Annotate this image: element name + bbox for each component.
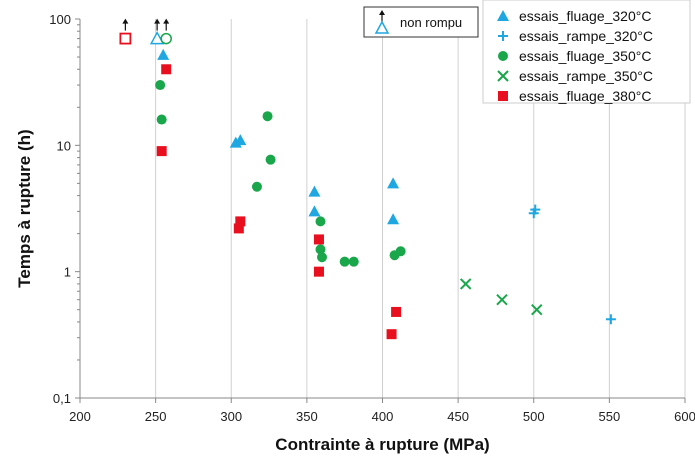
data-point bbox=[395, 246, 406, 257]
data-point bbox=[348, 256, 359, 267]
legend-marker bbox=[497, 10, 509, 21]
unbroken-point bbox=[160, 32, 172, 45]
data-point bbox=[317, 252, 327, 263]
legend-marker bbox=[498, 51, 508, 61]
data-point bbox=[313, 234, 324, 245]
x-tick-label: 300 bbox=[220, 409, 242, 424]
x-tick-label: 200 bbox=[69, 409, 91, 424]
legend-entry: essais_fluage_320°C bbox=[519, 8, 651, 24]
data-point bbox=[251, 181, 262, 192]
series-1 bbox=[528, 204, 616, 325]
data-point bbox=[308, 205, 321, 217]
data-point bbox=[235, 216, 246, 227]
legend-marker bbox=[498, 31, 508, 41]
arrow-head bbox=[154, 18, 161, 24]
data-point bbox=[234, 134, 247, 146]
x-stroke bbox=[459, 278, 472, 290]
x-stroke bbox=[496, 293, 508, 306]
data-point bbox=[233, 223, 244, 234]
data-point bbox=[459, 278, 472, 290]
annotation-label: non rompu bbox=[400, 15, 462, 30]
arrow-head bbox=[379, 10, 385, 15]
data-point bbox=[387, 177, 400, 189]
data-point bbox=[161, 64, 172, 75]
data-point bbox=[315, 216, 326, 227]
data-point bbox=[155, 80, 166, 91]
data-point bbox=[156, 146, 167, 157]
y-tick-label: 1 bbox=[64, 265, 71, 280]
annotation-marker bbox=[374, 20, 390, 34]
data-point bbox=[313, 266, 324, 277]
data-point bbox=[262, 111, 273, 122]
data-point bbox=[308, 185, 321, 197]
x-axis-title: Contrainte à rupture (MPa) bbox=[275, 435, 489, 454]
unbroken-point bbox=[149, 31, 165, 45]
x-tick-label: 550 bbox=[599, 409, 621, 424]
x-tick-label: 600 bbox=[674, 409, 695, 424]
series-2 bbox=[155, 32, 406, 267]
y-tick-label: 100 bbox=[49, 12, 71, 27]
data-point bbox=[315, 244, 326, 255]
legend-entry: essais_fluage_380°C bbox=[519, 88, 651, 104]
x-tick-label: 250 bbox=[145, 409, 167, 424]
data-point bbox=[391, 306, 402, 317]
x-stroke bbox=[497, 70, 509, 82]
y-axis-title: Temps à rupture (h) bbox=[15, 129, 34, 287]
x-stroke bbox=[531, 303, 543, 316]
data-point bbox=[496, 293, 508, 306]
x-tick-label: 500 bbox=[523, 409, 545, 424]
legend-marker bbox=[497, 70, 509, 82]
unbroken-point bbox=[119, 32, 132, 45]
data-point bbox=[339, 256, 350, 267]
series-0 bbox=[149, 31, 400, 225]
data-point bbox=[156, 114, 167, 125]
y-tick-label: 0,1 bbox=[53, 391, 71, 406]
data-point bbox=[530, 204, 541, 215]
x-tick-label: 400 bbox=[372, 409, 394, 424]
legend-marker bbox=[498, 91, 508, 101]
data-point bbox=[157, 48, 170, 60]
x-tick-label: 350 bbox=[296, 409, 318, 424]
series-3 bbox=[459, 278, 543, 316]
unbroken-arrow bbox=[163, 18, 170, 31]
legend-entry: essais_fluage_350°C bbox=[519, 48, 651, 64]
x-tick-label: 450 bbox=[447, 409, 469, 424]
series-4 bbox=[119, 32, 402, 340]
data-point bbox=[605, 314, 616, 325]
legend-entry: essais_rampe_320°C bbox=[519, 28, 653, 44]
legend-box bbox=[482, 0, 691, 104]
data-point bbox=[386, 329, 397, 340]
arrow-head bbox=[163, 18, 170, 24]
unbroken-arrow bbox=[154, 18, 161, 31]
arrow-head bbox=[122, 18, 129, 24]
legend-entry: essais_rampe_350°C bbox=[519, 68, 653, 84]
unbroken-arrow bbox=[122, 18, 129, 31]
data-point bbox=[265, 154, 276, 165]
y-tick-label: 10 bbox=[57, 138, 71, 153]
data-point bbox=[531, 303, 543, 316]
data-point bbox=[387, 213, 400, 225]
